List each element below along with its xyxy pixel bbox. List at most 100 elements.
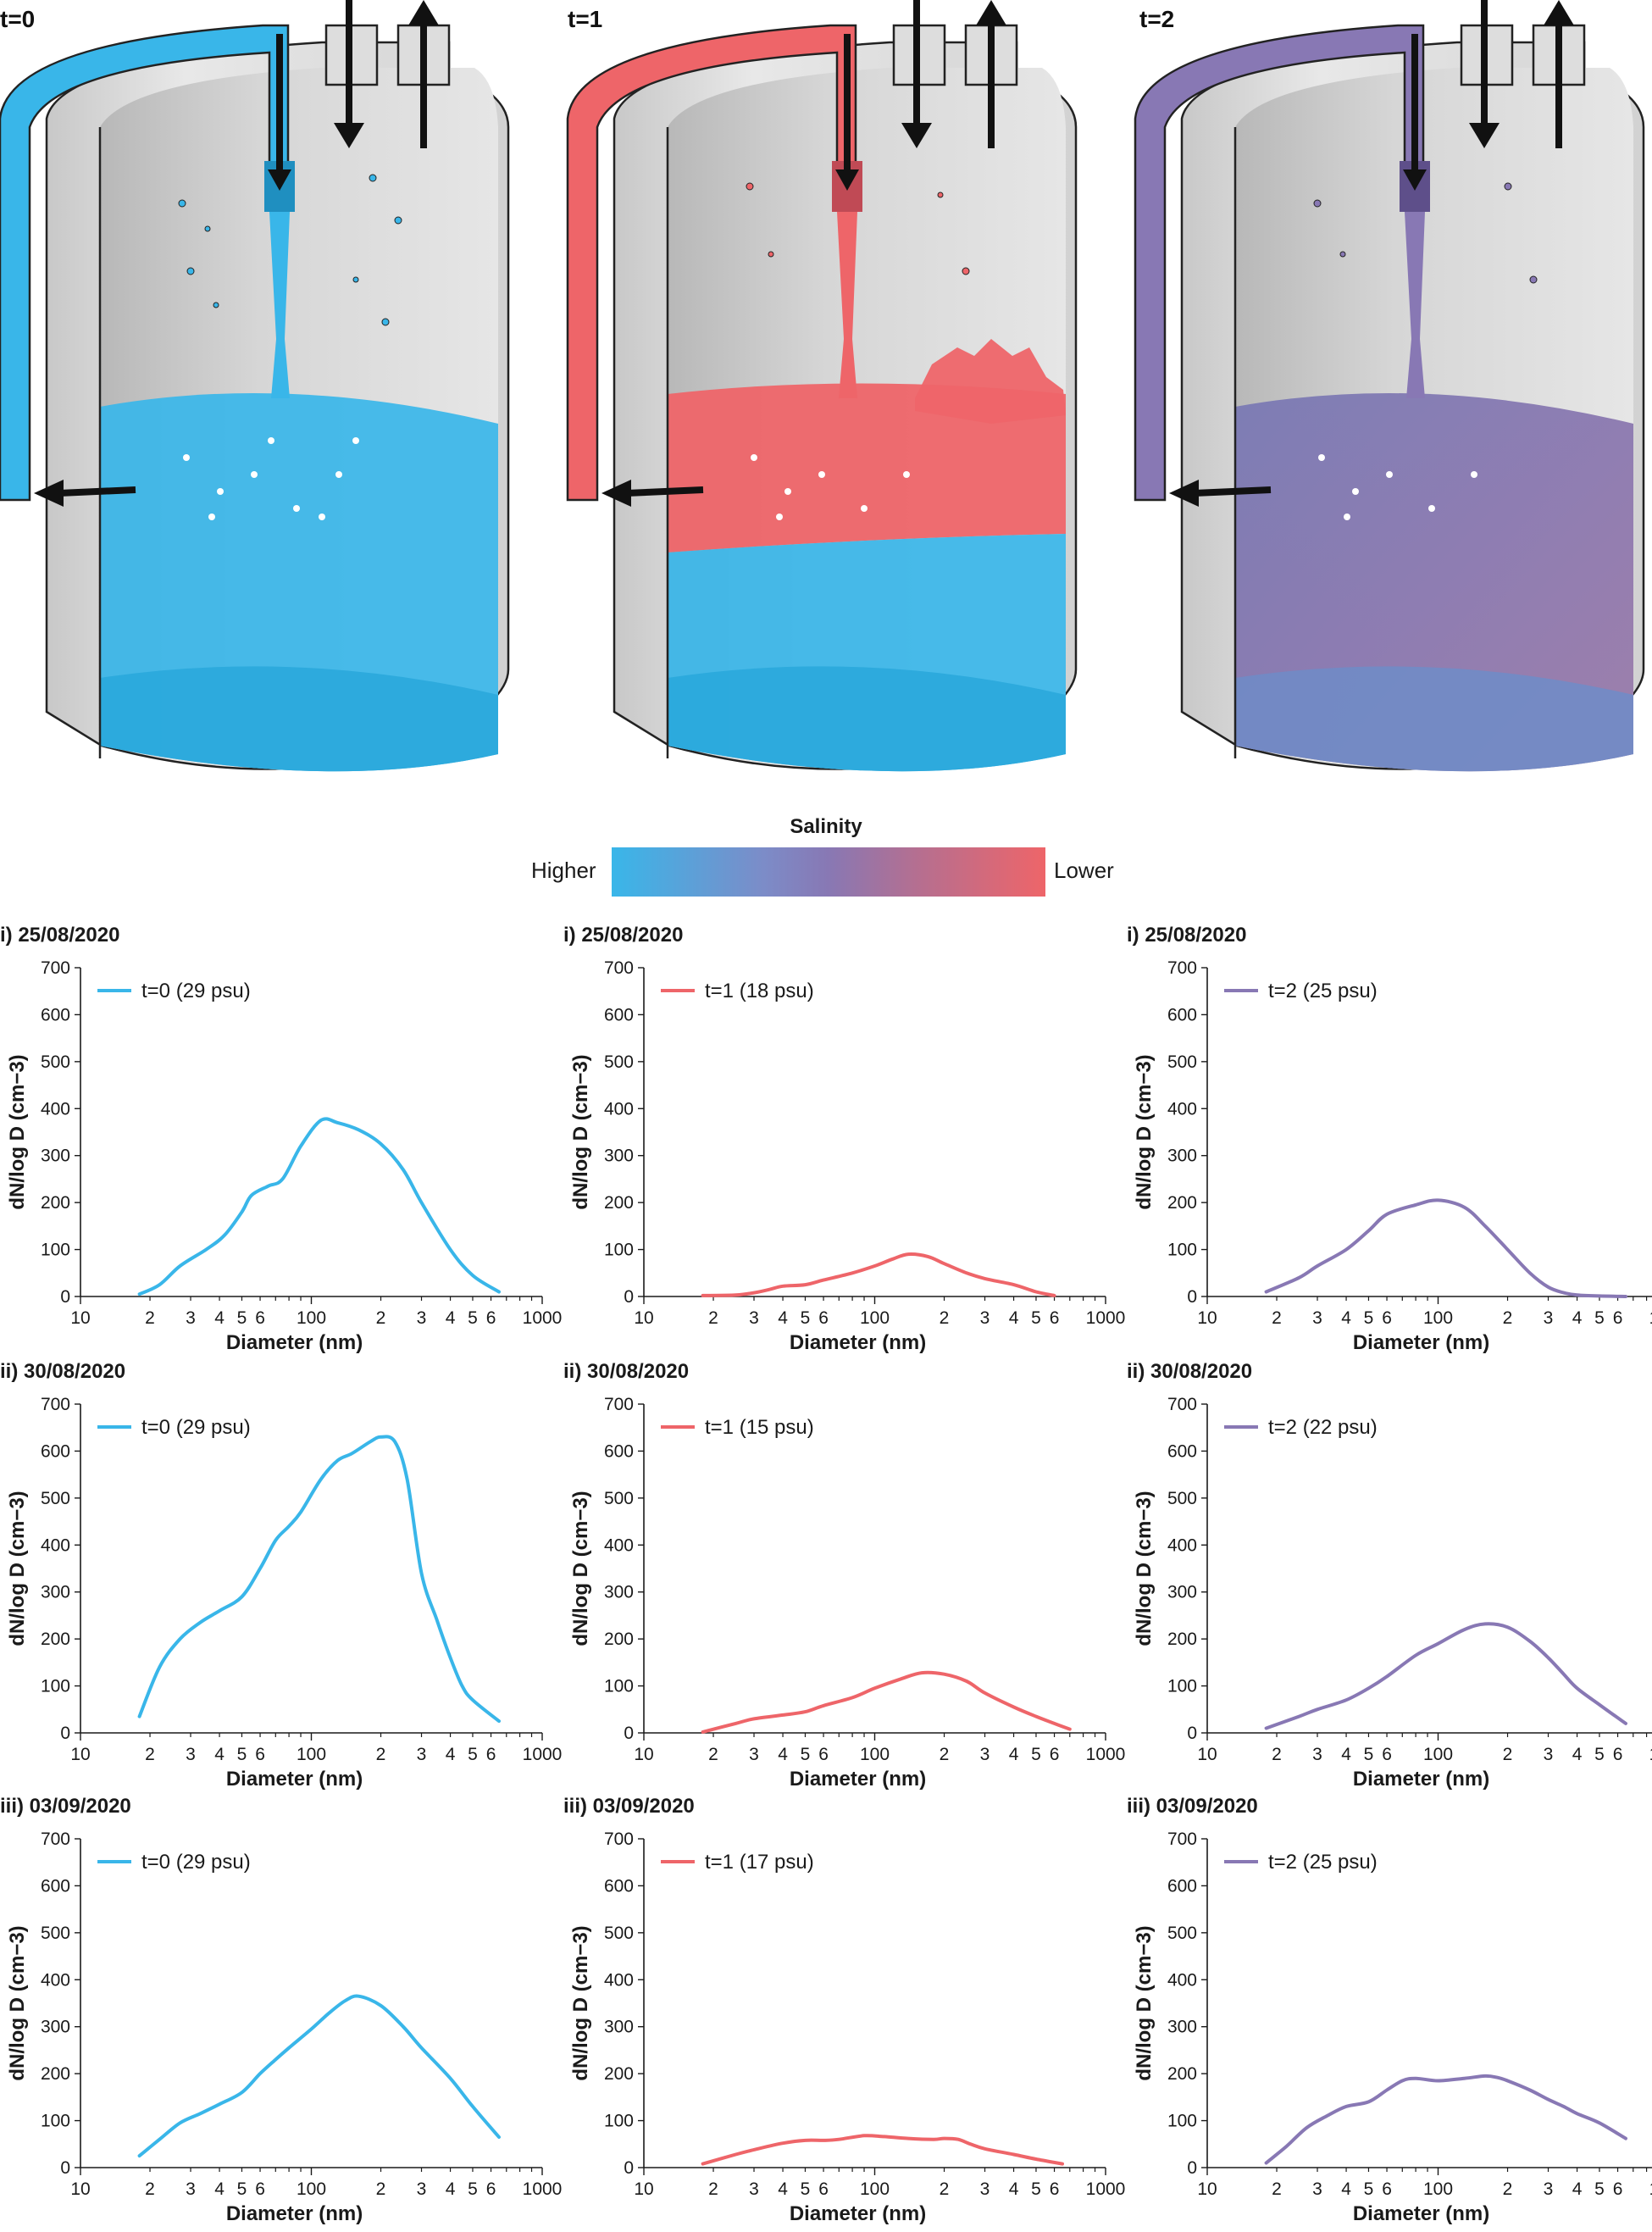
y-tick-label: 0 xyxy=(624,1287,634,1307)
x-tick-label: 6 xyxy=(486,1745,496,1764)
x-tick-label: 2 xyxy=(376,2179,386,2199)
x-axis-label: Diameter (nm) xyxy=(790,1331,926,1354)
y-tick-label: 500 xyxy=(1167,1489,1197,1508)
legend-label: t=2 (25 psu) xyxy=(1268,980,1378,1002)
x-tick-label: 6 xyxy=(1613,2179,1623,2199)
x-tick-label: 5 xyxy=(237,2179,247,2199)
y-axis-label: dN/log D (cm−3) xyxy=(569,1491,592,1646)
y-tick-label: 300 xyxy=(1167,2018,1197,2037)
x-tick-label: 5 xyxy=(1594,1745,1605,1764)
y-axis-label: dN/log D (cm−3) xyxy=(569,1054,592,1209)
legend-label: t=2 (22 psu) xyxy=(1268,1416,1378,1439)
x-tick-label: 3 xyxy=(417,2179,427,2199)
y-tick-label: 0 xyxy=(624,1724,634,1743)
x-tick-label: 5 xyxy=(1364,1745,1374,1764)
chart-panel-2: i) 25/08/2020 0 100 200 300 400 500 600 700 10 100… xyxy=(563,924,1125,1356)
chart-panel-4: ii) 30/08/2020 0 100 200 300 400 500 600 700 10 10… xyxy=(0,1360,562,1792)
y-tick-label: 0 xyxy=(60,1287,70,1307)
x-tick-label: 2 xyxy=(940,2179,950,2199)
y-tick-label: 100 xyxy=(604,2112,634,2131)
y-tick-label: 700 xyxy=(604,958,634,978)
y-tick-label: 100 xyxy=(1167,1241,1197,1260)
x-tick-label: 3 xyxy=(980,1308,990,1328)
x-tick-label: 4 xyxy=(1341,1308,1351,1328)
x-tick-label: 5 xyxy=(1031,1745,1041,1764)
x-tick-label: 3 xyxy=(980,2179,990,2199)
x-tick-label: 3 xyxy=(186,2179,196,2199)
x-tick-label: 5 xyxy=(1364,2179,1374,2199)
x-tick-label: 6 xyxy=(1382,2179,1392,2199)
tank-t1 xyxy=(566,0,1078,772)
legend-label: t=1 (15 psu) xyxy=(705,1416,814,1439)
y-tick-label: 200 xyxy=(604,2064,634,2084)
y-axis-label: dN/log D (cm−3) xyxy=(1133,1925,1156,2080)
x-tick-label: 6 xyxy=(486,1308,496,1328)
x-tick-label: 6 xyxy=(818,1308,829,1328)
x-tick-label: 2 xyxy=(145,2179,155,2199)
x-tick-label: 10 xyxy=(70,1745,90,1764)
legend-label: t=0 (29 psu) xyxy=(141,1851,251,1874)
y-tick-label: 100 xyxy=(41,1241,70,1260)
x-tick-label: 100 xyxy=(1423,1745,1453,1764)
y-tick-label: 400 xyxy=(1167,1535,1197,1555)
salinity-higher-label: Higher xyxy=(531,858,596,883)
x-tick-label: 100 xyxy=(1423,1308,1453,1328)
y-tick-label: 100 xyxy=(1167,2112,1197,2131)
x-tick-label: 2 xyxy=(708,1308,718,1328)
chart-svg: 0100200300400500600700101001000234562345… xyxy=(1133,958,1652,1354)
x-tick-label: 5 xyxy=(1031,2179,1041,2199)
x-tick-label: 2 xyxy=(1272,2179,1282,2199)
chart-title: iii) 03/09/2020 xyxy=(0,1795,131,1818)
series-line xyxy=(137,1435,501,1724)
x-tick-label: 5 xyxy=(468,1745,478,1764)
x-tick-label: 2 xyxy=(940,1308,950,1328)
x-tick-label: 4 xyxy=(1572,1745,1583,1764)
y-tick-label: 600 xyxy=(604,1441,634,1461)
x-tick-label: 2 xyxy=(145,1745,155,1764)
y-tick-label: 0 xyxy=(1187,1724,1197,1743)
y-tick-label: 300 xyxy=(604,1583,634,1602)
y-tick-label: 200 xyxy=(41,2064,70,2084)
series-line xyxy=(1264,2074,1627,2165)
tank-label-t2: t=2 xyxy=(1139,6,1174,32)
x-tick-label: 5 xyxy=(1594,2179,1605,2199)
y-axis-label: dN/log D (cm−3) xyxy=(1133,1491,1156,1646)
x-tick-label: 2 xyxy=(1503,1745,1513,1764)
x-tick-label: 5 xyxy=(1031,1308,1041,1328)
y-axis-label: dN/log D (cm−3) xyxy=(6,1491,29,1646)
x-axis-label: Diameter (nm) xyxy=(1353,2202,1489,2225)
y-tick-label: 500 xyxy=(1167,1924,1197,1943)
y-tick-label: 200 xyxy=(41,1193,70,1213)
chart-panel-8: iii) 03/09/2020 0 100 200 300 400 500 600 700 10 1… xyxy=(563,1795,1125,2227)
x-tick-label: 2 xyxy=(1272,1745,1282,1764)
series-line xyxy=(701,2134,1064,2166)
tank-label-t0: t=0 xyxy=(0,6,35,32)
y-tick-label: 0 xyxy=(624,2158,634,2178)
legend-label: t=0 (29 psu) xyxy=(141,980,251,1002)
x-tick-label: 6 xyxy=(1613,1745,1623,1764)
x-tick-label: 1000 xyxy=(1649,1308,1652,1328)
chart-svg: 0100200300400500600700101001000234562345… xyxy=(1133,1395,1652,1791)
x-tick-label: 6 xyxy=(1050,1308,1060,1328)
x-tick-label: 10 xyxy=(70,2179,90,2199)
x-tick-label: 2 xyxy=(376,1745,386,1764)
y-tick-label: 600 xyxy=(41,1005,70,1024)
x-tick-label: 4 xyxy=(1341,2179,1351,2199)
y-axis-label: dN/log D (cm−3) xyxy=(6,1054,29,1209)
x-tick-label: 2 xyxy=(1503,2179,1513,2199)
x-tick-label: 4 xyxy=(214,1745,225,1764)
x-tick-label: 1000 xyxy=(1086,1745,1126,1764)
x-tick-label: 5 xyxy=(1364,1308,1374,1328)
x-tick-label: 6 xyxy=(486,2179,496,2199)
x-tick-label: 4 xyxy=(778,2179,788,2199)
y-tick-label: 300 xyxy=(1167,1147,1197,1166)
tank-illustrations: t=0 t=1 t=2 xyxy=(0,0,1645,772)
y-tick-label: 100 xyxy=(41,1677,70,1696)
tank-label-t1: t=1 xyxy=(568,6,602,32)
x-tick-label: 6 xyxy=(1050,1745,1060,1764)
x-tick-label: 1000 xyxy=(1086,1308,1126,1328)
y-tick-label: 400 xyxy=(604,1535,634,1555)
x-tick-label: 3 xyxy=(749,1308,759,1328)
